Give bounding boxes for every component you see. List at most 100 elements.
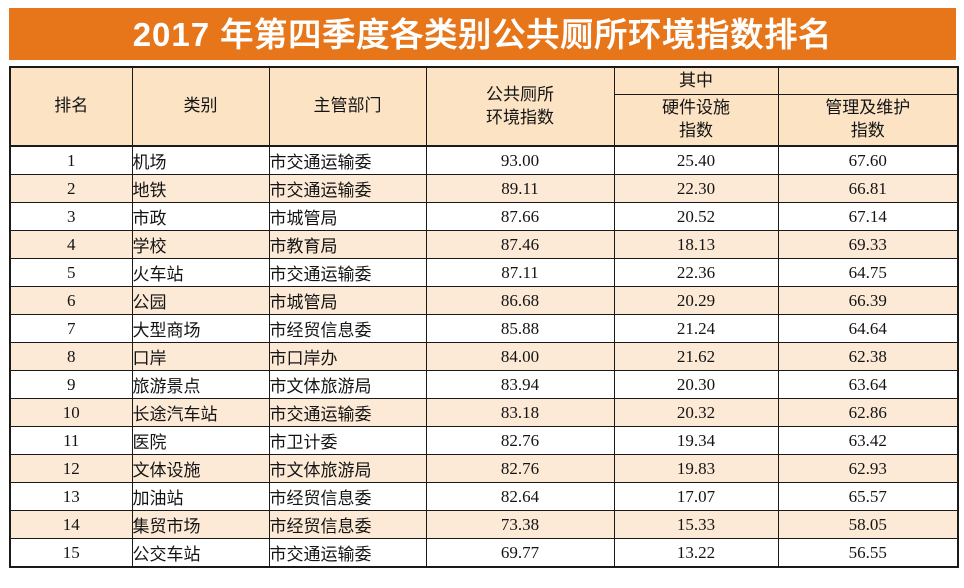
header-env-index: 公共厕所 环境指数 [425, 66, 615, 147]
department-cell: 市卫计委 [268, 426, 427, 455]
management-index-cell: 66.39 [777, 286, 959, 315]
env-index-cell: 69.77 [425, 538, 615, 568]
department-cell: 市交通运输委 [268, 538, 427, 568]
header-row-sub: 硬件设施 指数 管理及维护 指数 [10, 94, 959, 147]
env-index-cell: 82.76 [425, 454, 615, 483]
category-cell: 旅游景点 [131, 370, 270, 399]
rank-cell: 9 [9, 370, 133, 399]
title-banner: 2017 年第四季度各类别公共厕所环境指数排名 [9, 8, 956, 60]
header-rank: 排名 [9, 66, 133, 147]
hardware-index-cell: 20.32 [613, 398, 779, 427]
env-index-cell: 89.11 [425, 174, 615, 203]
table-row: 5 火车站 市交通运输委 87.11 22.36 64.75 [9, 258, 959, 287]
env-index-cell: 86.68 [425, 286, 615, 315]
management-index-cell: 65.57 [777, 482, 959, 511]
category-cell: 加油站 [131, 482, 270, 511]
category-cell: 集贸市场 [131, 510, 270, 539]
table-row: 2 地铁 市交通运输委 89.11 22.30 66.81 [9, 174, 959, 203]
category-cell: 大型商场 [131, 314, 270, 343]
table-row: 10 长途汽车站 市交通运输委 83.18 20.32 62.86 [9, 398, 959, 427]
rank-cell: 6 [9, 286, 133, 315]
hardware-index-cell: 20.52 [613, 202, 779, 231]
header-department: 主管部门 [268, 66, 427, 147]
header-hardware-index: 硬件设施 指数 [613, 94, 779, 147]
rank-cell: 12 [9, 454, 133, 483]
department-cell: 市文体旅游局 [268, 370, 427, 399]
table-row: 12 文体设施 市文体旅游局 82.76 19.83 62.93 [9, 454, 959, 483]
env-index-cell: 85.88 [425, 314, 615, 343]
category-cell: 机场 [131, 145, 270, 175]
hardware-index-cell: 21.62 [613, 342, 779, 371]
category-cell: 口岸 [131, 342, 270, 371]
category-cell: 地铁 [131, 174, 270, 203]
department-cell: 市口岸办 [268, 342, 427, 371]
rank-cell: 4 [9, 230, 133, 259]
rank-cell: 15 [9, 538, 133, 568]
department-cell: 市城管局 [268, 286, 427, 315]
header-among: 其中 [613, 66, 779, 95]
category-cell: 文体设施 [131, 454, 270, 483]
management-index-cell: 62.38 [777, 342, 959, 371]
management-index-cell: 63.64 [777, 370, 959, 399]
hardware-index-cell: 22.36 [613, 258, 779, 287]
rank-cell: 11 [9, 426, 133, 455]
category-cell: 医院 [131, 426, 270, 455]
rank-cell: 1 [9, 145, 133, 175]
rank-cell: 10 [9, 398, 133, 427]
table-row: 4 学校 市教育局 87.46 18.13 69.33 [9, 230, 959, 259]
department-cell: 市经贸信息委 [268, 314, 427, 343]
hardware-index-cell: 15.33 [613, 510, 779, 539]
env-index-cell: 87.11 [425, 258, 615, 287]
rank-cell: 5 [9, 258, 133, 287]
rank-cell: 2 [9, 174, 133, 203]
department-cell: 市教育局 [268, 230, 427, 259]
table-row: 14 集贸市场 市经贸信息委 73.38 15.33 58.05 [9, 510, 959, 539]
env-index-cell: 82.76 [425, 426, 615, 455]
hardware-index-cell: 22.30 [613, 174, 779, 203]
header-among-spacer [777, 66, 959, 95]
department-cell: 市交通运输委 [268, 258, 427, 287]
env-index-cell: 82.64 [425, 482, 615, 511]
category-cell: 市政 [131, 202, 270, 231]
management-index-cell: 69.33 [777, 230, 959, 259]
management-index-cell: 62.86 [777, 398, 959, 427]
department-cell: 市交通运输委 [268, 145, 427, 175]
category-cell: 公交车站 [131, 538, 270, 568]
hardware-index-cell: 17.07 [613, 482, 779, 511]
env-index-cell: 84.00 [425, 342, 615, 371]
department-cell: 市城管局 [268, 202, 427, 231]
management-index-cell: 56.55 [777, 538, 959, 568]
rank-cell: 14 [9, 510, 133, 539]
table-row: 9 旅游景点 市文体旅游局 83.94 20.30 63.64 [9, 370, 959, 399]
env-index-cell: 83.18 [425, 398, 615, 427]
department-cell: 市交通运输委 [268, 398, 427, 427]
category-cell: 长途汽车站 [131, 398, 270, 427]
department-cell: 市经贸信息委 [268, 482, 427, 511]
management-index-cell: 63.42 [777, 426, 959, 455]
department-cell: 市经贸信息委 [268, 510, 427, 539]
hardware-index-cell: 18.13 [613, 230, 779, 259]
department-cell: 市文体旅游局 [268, 454, 427, 483]
env-index-cell: 87.46 [425, 230, 615, 259]
hardware-index-cell: 21.24 [613, 314, 779, 343]
table-row: 15 公交车站 市交通运输委 69.77 13.22 56.55 [9, 538, 959, 568]
header-management-index: 管理及维护 指数 [777, 94, 959, 147]
hardware-index-cell: 13.22 [613, 538, 779, 568]
table-row: 6 公园 市城管局 86.68 20.29 66.39 [9, 286, 959, 315]
table-row: 11 医院 市卫计委 82.76 19.34 63.42 [9, 426, 959, 455]
env-index-cell: 83.94 [425, 370, 615, 399]
rank-cell: 7 [9, 314, 133, 343]
management-index-cell: 67.60 [777, 145, 959, 175]
category-cell: 公园 [131, 286, 270, 315]
hardware-index-cell: 19.34 [613, 426, 779, 455]
env-index-cell: 87.66 [425, 202, 615, 231]
category-cell: 火车站 [131, 258, 270, 287]
rank-cell: 3 [9, 202, 133, 231]
hardware-index-cell: 19.83 [613, 454, 779, 483]
hardware-index-cell: 25.40 [613, 145, 779, 175]
category-cell: 学校 [131, 230, 270, 259]
env-index-cell: 93.00 [425, 145, 615, 175]
rank-cell: 13 [9, 482, 133, 511]
management-index-cell: 64.64 [777, 314, 959, 343]
